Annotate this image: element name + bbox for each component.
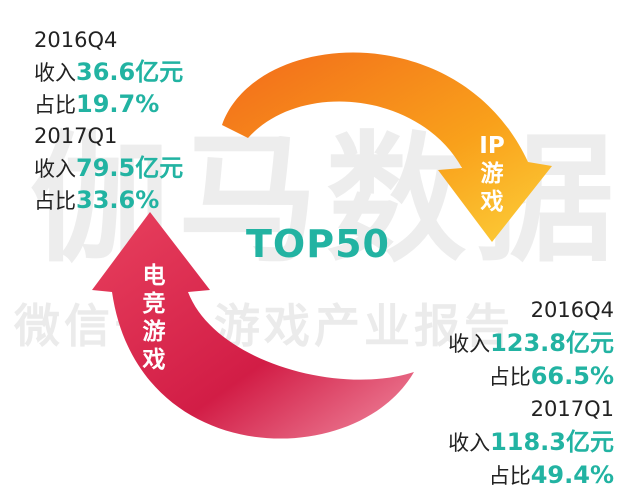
share-label: 占比 [488,464,531,488]
share-line: 占比33.6% [34,184,183,216]
share-line: 占比19.7% [34,88,183,120]
share-line: 占比66.5% [448,360,614,393]
share-label: 占比 [34,93,76,117]
revenue-label: 收入 [34,61,76,85]
revenue-line: 收入79.5亿元 [34,152,183,184]
share-value: 33.6% [76,186,160,214]
period: 2017Q1 [34,124,118,148]
revenue-line: 收入123.8亿元 [448,327,614,360]
ip-arrow [222,52,552,243]
share-line: 占比49.4% [448,459,614,492]
period: 2016Q4 [34,28,118,52]
share-value: 19.7% [76,90,160,118]
ip-label: IP游戏 [479,133,505,215]
revenue-label: 收入 [448,332,491,356]
center-label: TOP50 [246,222,390,266]
esports-arrow [92,212,414,439]
share-label: 占比 [34,189,76,213]
revenue-value: 36.6亿元 [76,58,184,86]
esports-label: 电竞游戏 [142,263,166,373]
period: 2017Q1 [530,397,614,421]
right-stats: 2016Q4 收入123.8亿元 占比66.5% 2017Q1 收入118.3亿元 占比4… [448,294,614,492]
period: 2016Q4 [530,298,614,322]
revenue-value: 79.5亿元 [76,154,184,182]
share-label: 占比 [488,365,531,389]
revenue-value: 123.8亿元 [490,329,614,357]
share-value: 49.4% [530,461,614,489]
revenue-label: 收入 [34,157,76,181]
revenue-line: 收入118.3亿元 [448,426,614,459]
revenue-label: 收入 [448,431,491,455]
watermark-account: 微信号：游戏产业报告 [13,299,514,353]
share-value: 66.5% [530,362,614,390]
revenue-value: 118.3亿元 [490,428,614,456]
left-stats: 2016Q4 收入36.6亿元 占比19.7% 2017Q1 收入79.5亿元 占比33.… [34,24,183,216]
revenue-line: 收入36.6亿元 [34,56,183,88]
